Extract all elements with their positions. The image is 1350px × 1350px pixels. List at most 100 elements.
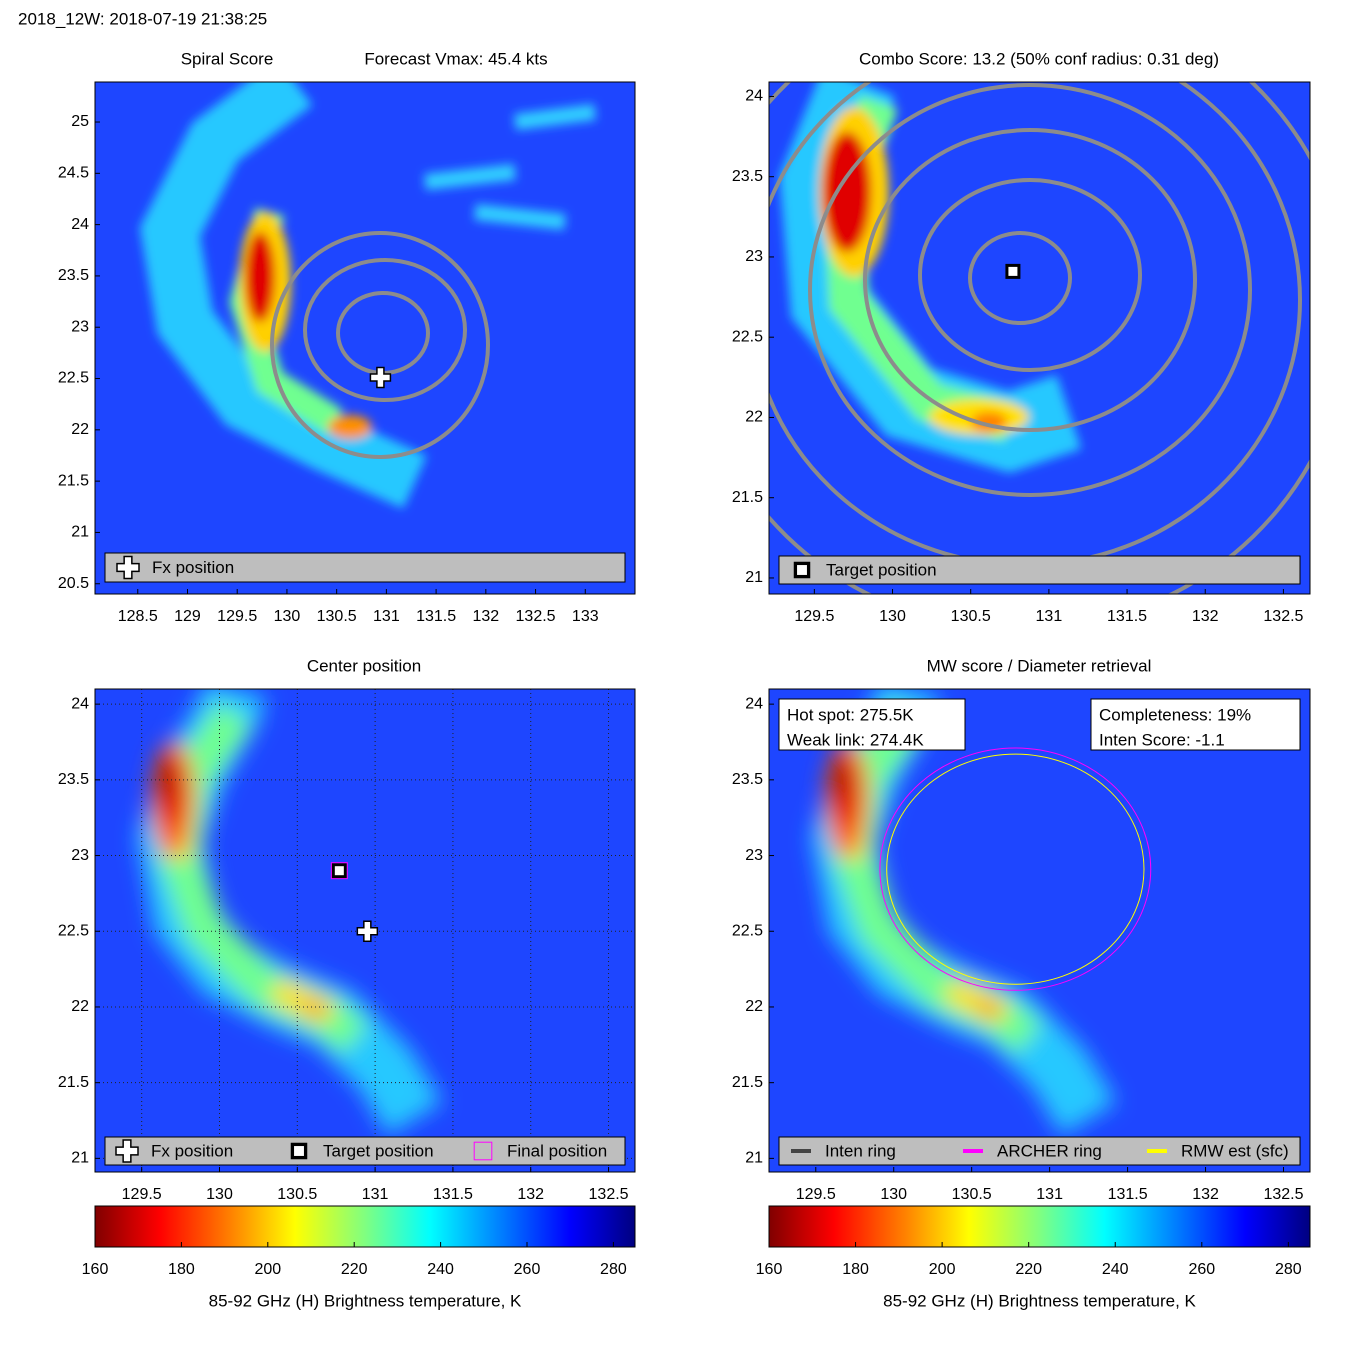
final-marker (330, 862, 348, 880)
y-tick-label: 23.5 (58, 267, 89, 284)
y-tick-label: 21 (745, 569, 763, 586)
legend-symbol (473, 1141, 493, 1161)
contour (808, 83, 1252, 497)
y-tick-label: 22.5 (732, 922, 763, 939)
y-tick-label: 21.5 (58, 472, 89, 489)
legend-symbol (793, 561, 811, 579)
x-tick-label: 260 (514, 1261, 541, 1278)
field-feature (159, 763, 175, 799)
legend-label: Fx position (152, 558, 234, 577)
x-tick-label: 131 (362, 1186, 389, 1203)
annotation: Hot spot: 275.5K (787, 705, 914, 724)
y-tick-label: 23.5 (732, 771, 763, 788)
x-tick-label: 128.5 (118, 608, 158, 625)
x-tick-label: 130 (274, 608, 301, 625)
x-tick-label: 129 (174, 608, 201, 625)
target-marker (331, 863, 347, 879)
axes-frame (94, 688, 636, 1173)
y-tick-label: 21 (745, 1150, 763, 1167)
contour (303, 258, 467, 402)
x-tick-label: 129.5 (796, 1186, 836, 1203)
x-tick-label: 132.5 (589, 1186, 629, 1203)
y-tick-label: 24 (71, 695, 89, 712)
legend (104, 552, 626, 583)
colorbar (768, 1205, 1311, 1248)
chart-title: Center position (307, 656, 421, 675)
legend-label: Fx position (151, 1141, 233, 1160)
annotation-box (1090, 698, 1301, 751)
x-tick-label: 130.5 (317, 608, 357, 625)
y-tick-label: 22 (745, 998, 763, 1015)
field-feature (328, 415, 372, 439)
annotation: Inten Score: -1.1 (1099, 730, 1225, 749)
contour (863, 128, 1197, 432)
contour (918, 178, 1142, 372)
axes-frame (768, 688, 1311, 1173)
y-tick-label: 25 (71, 113, 89, 130)
annotation-box (778, 698, 966, 751)
x-tick-label: 131 (1036, 1186, 1063, 1203)
x-tick-label: 131 (1036, 608, 1063, 625)
fx-marker (356, 920, 379, 943)
x-tick-label: 129.5 (217, 608, 257, 625)
x-tick-label: 133 (572, 608, 599, 625)
x-tick-label: 131.5 (416, 608, 456, 625)
x-tick-label: 160 (82, 1261, 109, 1278)
y-tick-label: 21.5 (732, 489, 763, 506)
ring (879, 747, 1152, 991)
plot-area (95, 82, 635, 594)
field-feature (303, 1001, 327, 1017)
axes-frame (768, 81, 1311, 595)
y-tick-label: 24 (71, 216, 89, 233)
plot-area (769, 82, 1310, 594)
legend (104, 1136, 626, 1166)
annotation: Completeness: 19% (1099, 705, 1251, 724)
x-tick-label: 132 (1192, 1186, 1219, 1203)
legend-symbol (116, 555, 140, 580)
x-axis-label: 85-92 GHz (H) Brightness temperature, K (883, 1291, 1196, 1310)
y-tick-label: 23.5 (58, 771, 89, 788)
legend-symbol (290, 1142, 308, 1160)
x-tick-label: 240 (1102, 1261, 1129, 1278)
legend-label: ARCHER ring (997, 1141, 1102, 1160)
y-tick-label: 21 (71, 1150, 89, 1167)
x-tick-label: 130 (206, 1186, 233, 1203)
y-tick-label: 23 (745, 248, 763, 265)
contour (270, 231, 490, 459)
x-tick-label: 132.5 (516, 608, 556, 625)
y-tick-label: 21.5 (732, 1074, 763, 1091)
x-tick-label: 132 (1192, 608, 1219, 625)
x-tick-label: 129.5 (122, 1186, 162, 1203)
y-tick-label: 21.5 (58, 1074, 89, 1091)
x-tick-label: 240 (427, 1261, 454, 1278)
x-axis-label: 85-92 GHz (H) Brightness temperature, K (209, 1291, 522, 1310)
x-tick-label: 132.5 (1263, 1186, 1303, 1203)
x-tick-label: 130 (879, 608, 906, 625)
legend-label: Target position (323, 1141, 434, 1160)
chart-title: Combo Score: 13.2 (50% conf radius: 0.31… (859, 49, 1219, 68)
y-tick-label: 22.5 (58, 370, 89, 387)
y-tick-label: 24 (745, 88, 763, 105)
x-tick-label: 130 (880, 1186, 907, 1203)
chart-subtitle: Forecast Vmax: 45.4 kts (364, 49, 547, 68)
x-tick-label: 200 (254, 1261, 281, 1278)
x-tick-label: 130.5 (951, 608, 991, 625)
x-tick-label: 280 (600, 1261, 627, 1278)
x-tick-label: 131.5 (1108, 1186, 1148, 1203)
fx-marker (369, 366, 392, 389)
colorbar (94, 1205, 636, 1248)
y-tick-label: 20.5 (58, 575, 89, 592)
x-tick-label: 131.5 (433, 1186, 473, 1203)
y-tick-label: 22 (71, 421, 89, 438)
x-tick-label: 180 (168, 1261, 195, 1278)
x-tick-label: 129.5 (794, 608, 834, 625)
x-tick-label: 160 (756, 1261, 783, 1278)
field-feature (977, 1001, 1001, 1017)
y-tick-label: 23 (71, 847, 89, 864)
field-feature (823, 132, 871, 252)
field-feature (833, 763, 849, 799)
y-tick-label: 22.5 (732, 328, 763, 345)
x-tick-label: 260 (1188, 1261, 1215, 1278)
legend-label: RMW est (sfc) (1181, 1141, 1289, 1160)
